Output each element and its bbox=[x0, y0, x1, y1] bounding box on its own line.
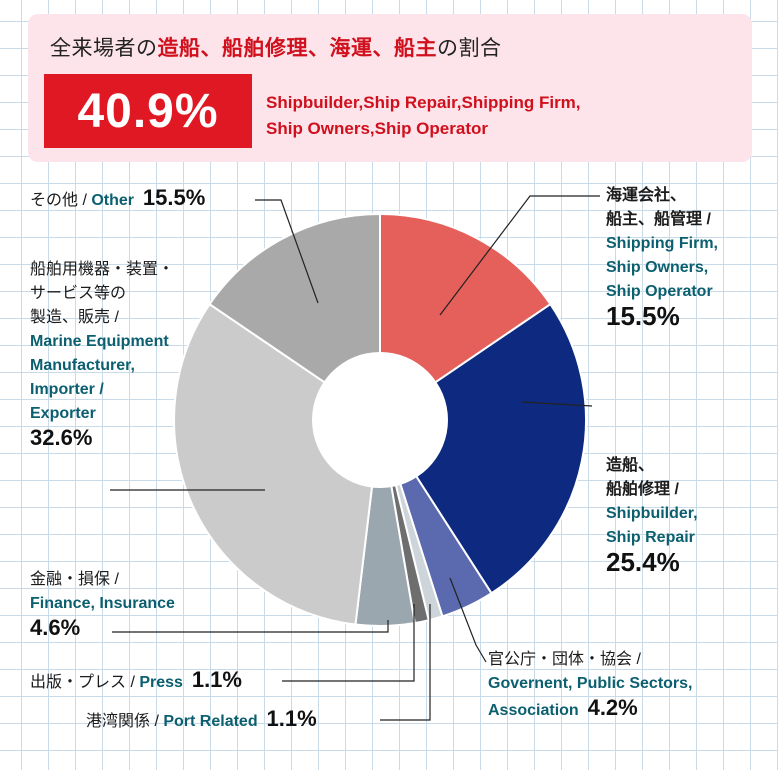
pie-slice-7 bbox=[173, 302, 382, 626]
label-shipbuilder-en-1: Shipbuilder, bbox=[606, 505, 698, 522]
label-gov: 官公庁・団体・協会 / Governent, Public Sectors, A… bbox=[488, 648, 693, 723]
label-shipbuilder-jp-2: 船舶修理 / bbox=[606, 481, 679, 498]
label-marine-jp-3: 製造、販売 / bbox=[30, 309, 119, 326]
label-port-pct: 1.1% bbox=[266, 706, 317, 731]
label-marine-en-2: Manufacturer, bbox=[30, 357, 135, 374]
label-shipping-en-2: Ship Owners, bbox=[606, 259, 709, 276]
banner-title-suffix: の割合 bbox=[437, 36, 502, 60]
label-shipbuilder-pct: 25.4% bbox=[606, 547, 680, 577]
label-shipbuilder-en-2: Ship Repair bbox=[606, 529, 695, 546]
label-gov-en-1: Governent, Public Sectors, bbox=[488, 675, 693, 692]
label-gov-jp: 官公庁・団体・協会 / bbox=[488, 651, 641, 668]
label-press: 出版・プレス / Press 1.1% bbox=[30, 668, 242, 695]
label-finance: 金融・損保 / Finance, Insurance 4.6% bbox=[30, 568, 175, 640]
summary-banner: 全来場者の造船、船舶修理、海運、船主の割合 40.9% Shipbuilder,… bbox=[28, 14, 752, 162]
label-marine-jp-2: サービス等の bbox=[30, 285, 127, 302]
total-percentage-badge: 40.9% bbox=[44, 74, 252, 148]
label-shipping-jp-1: 海運会社、 bbox=[606, 187, 687, 204]
banner-en-line-1: Shipbuilder,Ship Repair,Shipping Firm, bbox=[266, 93, 581, 112]
label-shipping-jp-2: 船主、船管理 / bbox=[606, 211, 711, 228]
leader-line-press bbox=[282, 604, 415, 682]
label-shipping-en-1: Shipping Firm, bbox=[606, 235, 718, 252]
label-other-jp: その他 / bbox=[30, 192, 92, 209]
banner-title: 全来場者の造船、船舶修理、海運、船主の割合 bbox=[50, 32, 502, 62]
label-gov-en-2: Association bbox=[488, 702, 579, 719]
label-marine-en-1: Marine Equipment bbox=[30, 333, 169, 350]
label-press-jp: 出版・プレス / bbox=[30, 674, 140, 691]
label-finance-pct: 4.6% bbox=[30, 615, 81, 640]
label-port: 港湾関係 / Port Related 1.1% bbox=[86, 707, 317, 734]
label-marine: 船舶用機器・装置・ サービス等の 製造、販売 / Marine Equipmen… bbox=[30, 258, 174, 450]
leader-line-finance bbox=[112, 620, 389, 633]
label-shipping: 海運会社、 船主、船管理 / Shipping Firm, Ship Owner… bbox=[606, 184, 718, 331]
label-shipping-en-3: Ship Operator bbox=[606, 283, 713, 300]
label-marine-jp-1: 船舶用機器・装置・ bbox=[30, 261, 175, 278]
leader-line-gov bbox=[449, 577, 487, 663]
label-marine-en-3: Importer / bbox=[30, 381, 104, 398]
label-marine-pct: 32.6% bbox=[30, 425, 93, 450]
banner-title-highlight: 造船、船舶修理、海運、船主 bbox=[157, 36, 437, 60]
label-other-en: Other bbox=[91, 192, 135, 209]
banner-english-caption: Shipbuilder,Ship Repair,Shipping Firm, S… bbox=[266, 90, 581, 142]
leader-line-other bbox=[255, 199, 319, 304]
banner-title-prefix: 全来場者の bbox=[50, 36, 158, 60]
label-port-en: Port Related bbox=[163, 713, 258, 730]
label-press-pct: 1.1% bbox=[191, 667, 242, 692]
label-shipping-pct: 15.5% bbox=[606, 301, 680, 331]
label-finance-en: Finance, Insurance bbox=[30, 595, 175, 612]
label-press-en: Press bbox=[139, 674, 183, 691]
label-port-jp: 港湾関係 / bbox=[86, 713, 164, 730]
label-finance-jp: 金融・損保 / bbox=[30, 571, 119, 588]
leader-line-port bbox=[380, 604, 431, 721]
banner-en-line-2: Ship Owners,Ship Operator bbox=[266, 119, 488, 138]
label-other: その他 / Other 15.5% bbox=[30, 186, 205, 213]
label-shipbuilder-jp-1: 造船、 bbox=[606, 457, 655, 474]
leader-line-shipping bbox=[439, 195, 600, 316]
leader-line-shipbuilder bbox=[521, 401, 593, 407]
pie-slice-2 bbox=[378, 302, 587, 595]
leader-lines bbox=[110, 195, 600, 721]
label-shipbuilder: 造船、 船舶修理 / Shipbuilder, Ship Repair 25.4… bbox=[606, 454, 698, 577]
label-marine-en-4: Exporter bbox=[30, 405, 96, 422]
label-gov-pct: 4.2% bbox=[587, 695, 638, 720]
donut-hole bbox=[312, 352, 448, 488]
label-other-pct: 15.5% bbox=[142, 185, 206, 210]
